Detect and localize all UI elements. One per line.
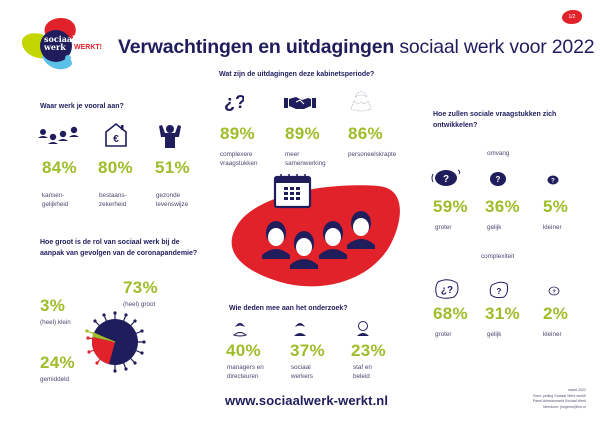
logo-tag: WERKT! xyxy=(74,44,102,51)
challenges-value-3: 86% xyxy=(348,124,383,143)
pie-slice-gemiddeld xyxy=(91,337,115,365)
svg-text:¿?: ¿? xyxy=(441,285,453,296)
scope-label-2: gelijk xyxy=(487,224,502,231)
challenges-value-2: 89% xyxy=(285,124,320,143)
page-badge: 1/2 xyxy=(562,10,582,24)
focus-label-3: gezonde levenswijze xyxy=(156,192,189,208)
scope-value-1: 59% xyxy=(433,197,468,216)
corona-value-klein: 3% xyxy=(40,296,66,315)
red-blob-shape xyxy=(231,185,400,287)
title-light: sociaal werk voor 2022 xyxy=(399,36,595,58)
handshake-icon xyxy=(284,96,316,110)
scope-value-2: 36% xyxy=(485,197,520,216)
challenges-question: Wat zijn de uitdagingen deze kabinetsper… xyxy=(219,71,375,78)
focus-label-2: bestaans-zekerheid xyxy=(99,192,127,208)
logo: sociaal werk WERKT! xyxy=(18,14,108,72)
strong-person-icon xyxy=(156,123,184,149)
complexity-label-2: gelijk xyxy=(487,331,502,338)
participants-label-2: sociaal werkers xyxy=(291,364,314,380)
complexity-value-3: 2% xyxy=(543,304,569,323)
development-question: Hoe zullen sociale vraagstukken zich ont… xyxy=(433,111,557,129)
svg-text:€: € xyxy=(113,134,119,145)
svg-text:?: ? xyxy=(497,287,502,296)
svg-text:?: ? xyxy=(552,290,556,296)
euro-house-icon: € xyxy=(104,122,128,148)
speech-bubble-small-icon: ? xyxy=(547,175,559,185)
challenges-value-1: 89% xyxy=(220,124,255,143)
calendar-icon xyxy=(273,174,312,209)
svg-text:?: ? xyxy=(443,174,449,185)
focus-question: Waar werk je vooral aan? xyxy=(40,103,124,110)
corona-label-groot: (heel) groot xyxy=(123,301,156,308)
scope-value-3: 5% xyxy=(543,197,569,216)
challenges-label-1: complexere vraagstukken xyxy=(220,151,258,167)
logo-shapes xyxy=(21,17,76,70)
challenges-label-2: meer samenwerking xyxy=(285,151,326,167)
question-marks-icon: ¿? xyxy=(224,90,244,114)
scope-label-1: groter xyxy=(435,224,452,231)
person-outline-icon xyxy=(349,87,373,113)
participants-value-3: 23% xyxy=(351,341,386,360)
title-bold: Verwachtingen en uitdagingen xyxy=(118,36,395,58)
manager-person-icon xyxy=(233,321,247,337)
complexity-heading: complexiteit xyxy=(481,253,515,260)
logo-text-sociaal: sociaal xyxy=(44,34,76,44)
participants-illustration xyxy=(218,174,418,292)
staff-person-icon xyxy=(356,321,370,337)
corona-label-gemiddeld: gemiddeld xyxy=(40,376,70,383)
outline-bubble-large-icon: ¿? xyxy=(434,278,460,300)
footer-credits: maart 2022 Bron: peiling Sociaal Werk we… xyxy=(476,388,586,410)
outline-bubble-medium-icon: ? xyxy=(489,281,509,299)
svg-text:?: ? xyxy=(551,179,555,185)
svg-text:¿?: ¿? xyxy=(224,92,244,112)
people-group-icon xyxy=(38,125,80,147)
focus-value-1: 84% xyxy=(42,158,77,177)
corona-label-klein: (heel) klein xyxy=(40,319,71,326)
people-group-illustration xyxy=(262,211,375,269)
challenges-label-3: personeelskrapte xyxy=(348,151,397,158)
outline-bubble-small-icon: ? xyxy=(548,286,560,296)
participants-label-1: managers en directeuren xyxy=(227,364,264,380)
svg-text:?: ? xyxy=(496,175,501,184)
complexity-label-3: kleiner xyxy=(543,331,562,338)
footer-contact: Meedoen: jhogems@fcb.nl xyxy=(543,404,586,409)
footer-source: Bron: peiling Sociaal Werk werkt! xyxy=(533,393,586,398)
scope-label-3: kleiner xyxy=(543,224,562,231)
focus-label-1: kansen-gelijkheid xyxy=(42,192,69,208)
corona-value-gemiddeld: 24% xyxy=(40,353,75,372)
complexity-value-1: 68% xyxy=(433,304,468,323)
participants-question: Wie deden mee aan het onderzoek? xyxy=(229,305,348,312)
website-link[interactable]: www.sociaalwerk-werkt.nl xyxy=(225,393,389,408)
logo-text-werk: werk xyxy=(44,42,66,52)
footer-panel: Panel Arbeidsmarkt Sociaal Werk xyxy=(532,399,586,403)
complexity-label-1: groter xyxy=(435,331,452,338)
participants-value-1: 40% xyxy=(226,341,261,360)
participants-value-2: 37% xyxy=(290,341,325,360)
participants-label-3: staf en beleid xyxy=(353,364,372,380)
social-worker-person-icon xyxy=(293,321,307,337)
corona-question: Hoe groot is de rol van sociaal werk bij… xyxy=(40,239,198,257)
corona-value-groot: 73% xyxy=(123,278,158,297)
footer-date: maart 2022 xyxy=(567,388,586,392)
focus-value-2: 80% xyxy=(98,158,133,177)
speech-bubble-large-icon: ? xyxy=(430,168,462,188)
speech-bubble-medium-icon: ? xyxy=(489,171,507,187)
complexity-value-2: 31% xyxy=(485,304,520,323)
focus-value-3: 51% xyxy=(155,158,190,177)
page-title: Verwachtingen en uitdagingen sociaal wer… xyxy=(118,36,595,59)
scope-heading: omvang xyxy=(487,150,510,157)
corona-virus-pie-chart xyxy=(83,310,147,374)
